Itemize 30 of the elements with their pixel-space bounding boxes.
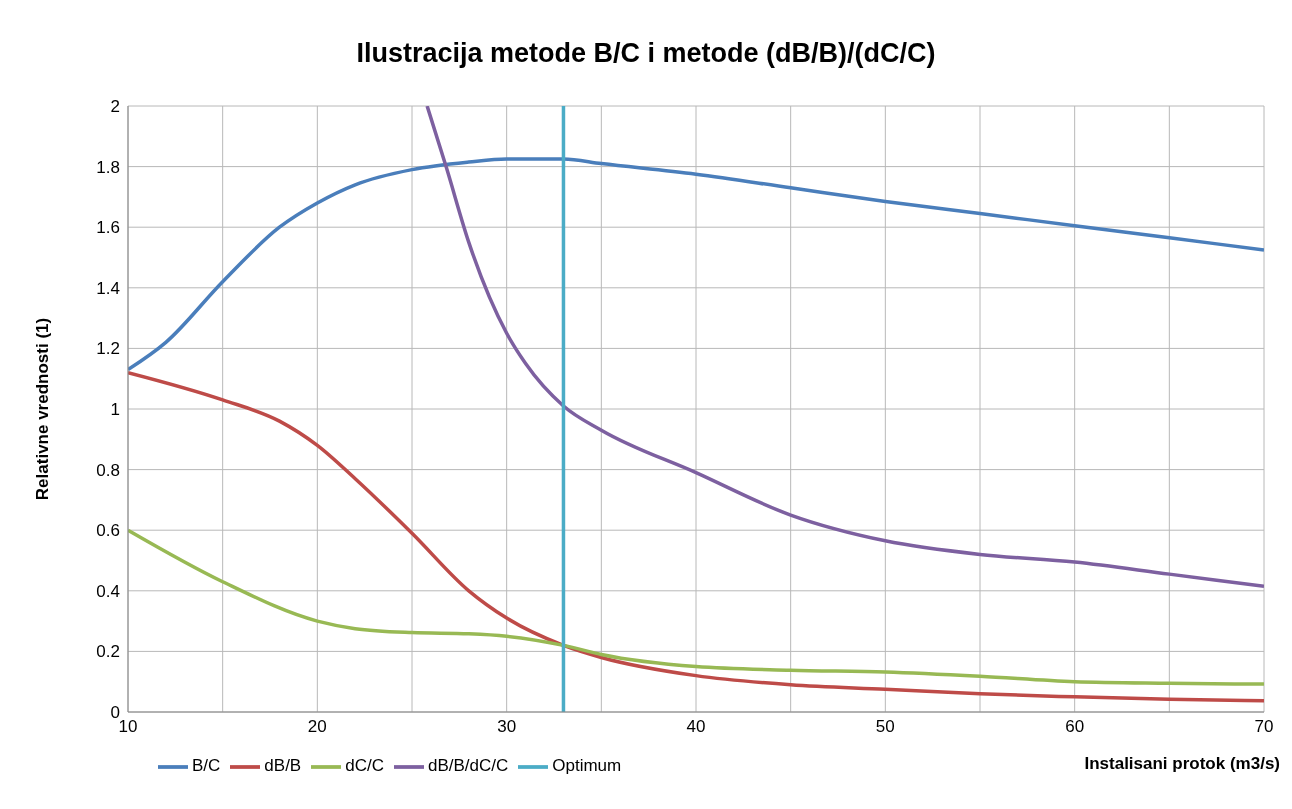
y-tick-label: 2 (110, 97, 120, 117)
line-series (425, 106, 1264, 589)
y-tick-label: 1.6 (96, 218, 120, 238)
y-axis-title: Relativne vrednosti (1) (33, 317, 53, 501)
y-tick-label: 0 (110, 703, 120, 723)
y-tick-label: 0.6 (96, 521, 120, 541)
y-tick-label: 1.4 (96, 278, 120, 298)
y-tick-label: 0.4 (96, 581, 120, 601)
line-series (128, 528, 1264, 686)
x-tick-label: 60 (1065, 717, 1085, 737)
y-tick-label: 1.8 (96, 157, 120, 177)
y-tick-label: 1.2 (96, 339, 120, 359)
y-tick-label: 0.2 (96, 642, 120, 662)
x-tick-label: 30 (497, 717, 517, 737)
x-tick-label: 50 (875, 717, 895, 737)
legend-label: Optimum (552, 756, 622, 776)
legend-label: dC/C (345, 756, 384, 776)
legend-label: dB/B/dC/C (427, 756, 509, 776)
x-tick-label: 10 (118, 717, 138, 737)
x-axis-title: Instalisani protok (m3/s) (1084, 754, 1280, 774)
x-tick-label: 20 (307, 717, 327, 737)
legend-label: dB/B (264, 756, 302, 776)
x-tick-label: 70 (1254, 717, 1274, 737)
line-series (128, 370, 1264, 703)
y-tick-label: 1 (110, 400, 120, 420)
x-tick-label: 40 (686, 717, 706, 737)
line-series (128, 157, 1264, 372)
chart-title: Ilustracija metode B/C i metode (dB/B)/(dC/C) (355, 37, 937, 70)
y-tick-label: 0.8 (96, 460, 120, 480)
legend-label: B/C (192, 756, 221, 776)
